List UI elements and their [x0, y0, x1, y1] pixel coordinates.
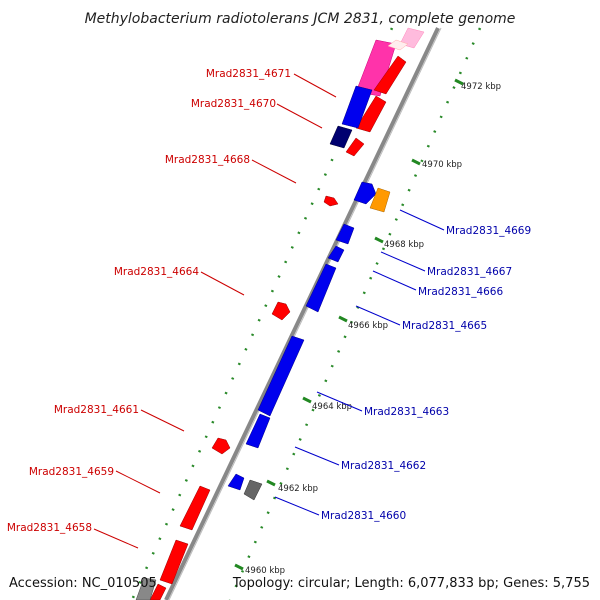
gene-arrow-blue[interactable]: [245, 413, 271, 449]
gene-arrow-blue[interactable]: [327, 245, 345, 263]
gene-label[interactable]: Mrad2831_4669: [446, 225, 531, 237]
gene-arrow-orange[interactable]: [369, 187, 391, 213]
tick-mark: [266, 479, 276, 487]
leader-line: [115, 470, 161, 494]
gene-label[interactable]: Mrad2831_4666: [418, 286, 503, 298]
gene-features: [135, 27, 425, 600]
gene-arrow-blue[interactable]: [227, 473, 245, 491]
gene-labels-left: Mrad2831_4671 Mrad2831_4670 Mrad2831_466…: [7, 68, 291, 534]
gene-label[interactable]: Mrad2831_4661: [54, 404, 139, 416]
leader-line: [140, 409, 185, 432]
map-title: Methylobacterium radiotolerans JCM 2831,…: [85, 11, 516, 27]
leader-line: [93, 528, 139, 549]
gene-arrow-gray[interactable]: [243, 479, 263, 501]
leader-line: [276, 103, 323, 129]
tick-mark: [302, 396, 312, 404]
gene-arrow-red[interactable]: [271, 301, 291, 321]
gene-arrow-navy[interactable]: [329, 125, 353, 149]
leader-lines-right: [274, 209, 445, 516]
genome-backbone: [164, 27, 442, 600]
gene-arrow-blue[interactable]: [335, 223, 355, 245]
leader-line: [251, 159, 297, 184]
backbone-highlight: [168, 27, 442, 600]
gene-arrow-blue[interactable]: [257, 335, 305, 417]
gene-arrow-red[interactable]: [211, 437, 231, 455]
tick-label: 4970 kbp: [422, 160, 462, 170]
leader-line: [294, 446, 340, 466]
leader-line: [293, 73, 337, 98]
gene-arrow-red[interactable]: [345, 137, 365, 157]
tick-mark: [411, 158, 421, 166]
leader-line: [380, 251, 426, 272]
accession-text: Accession: NC_010505: [9, 576, 157, 591]
gene-label[interactable]: Mrad2831_4665: [402, 320, 487, 332]
tick-mark: [454, 78, 464, 86]
gene-label[interactable]: Mrad2831_4671: [206, 68, 291, 80]
gene-label[interactable]: Mrad2831_4667: [427, 266, 512, 278]
tick-label: 4962 kbp: [278, 484, 318, 494]
gene-arrow-red[interactable]: [323, 195, 339, 207]
gene-label[interactable]: Mrad2831_4670: [191, 98, 276, 110]
gene-label[interactable]: Mrad2831_4660: [321, 510, 406, 522]
tick-labels: 4972 kbp 4970 kbp 4968 kbp 4966 kbp 4964…: [245, 82, 501, 576]
leader-line: [200, 271, 245, 296]
gene-arrow-red[interactable]: [159, 539, 189, 585]
tick-label: 4960 kbp: [245, 566, 285, 576]
gene-label[interactable]: Mrad2831_4664: [114, 266, 199, 278]
tick-mark: [234, 563, 244, 571]
tick-mark: [374, 236, 384, 244]
gene-arrow-red[interactable]: [149, 583, 167, 600]
tick-label: 4972 kbp: [461, 82, 501, 92]
tick-label: 4966 kbp: [348, 321, 388, 331]
gene-arrow-blue[interactable]: [305, 263, 337, 313]
gene-label[interactable]: Mrad2831_4662: [341, 460, 426, 472]
gene-arrow-red[interactable]: [373, 55, 407, 95]
gene-arrow-pale[interactable]: [387, 39, 409, 51]
gene-arrow-red[interactable]: [179, 485, 211, 531]
gene-arrow-blue[interactable]: [353, 181, 377, 205]
leader-line: [316, 391, 363, 412]
backbone-line: [164, 27, 440, 600]
gene-label[interactable]: Mrad2831_4668: [165, 154, 250, 166]
genome-summary-text: Topology: circular; Length: 6,077,833 bp…: [232, 576, 590, 591]
tick-mark: [338, 315, 348, 323]
gene-arrow-magenta[interactable]: [355, 39, 397, 97]
gene-arrow-pink[interactable]: [399, 27, 425, 49]
gene-arrow-red[interactable]: [355, 95, 387, 133]
leader-line: [372, 270, 417, 291]
gene-label[interactable]: Mrad2831_4659: [29, 466, 114, 478]
leader-lines-left: [93, 73, 337, 549]
gene-arrow-gray[interactable]: [135, 577, 157, 600]
tick-label: 4964 kbp: [312, 402, 352, 412]
gene-label[interactable]: Mrad2831_4663: [364, 406, 449, 418]
dotted-rings: [130, 27, 482, 600]
gene-labels-right: Mrad2831_4669 Mrad2831_4667 Mrad2831_466…: [321, 225, 531, 522]
gene-arrow-blue[interactable]: [341, 85, 373, 129]
tick-marks: [234, 78, 464, 571]
gene-label[interactable]: Mrad2831_4658: [7, 522, 92, 534]
leader-line: [274, 496, 320, 516]
leader-line: [399, 209, 445, 231]
tick-label: 4968 kbp: [384, 240, 424, 250]
leader-line: [355, 305, 401, 326]
